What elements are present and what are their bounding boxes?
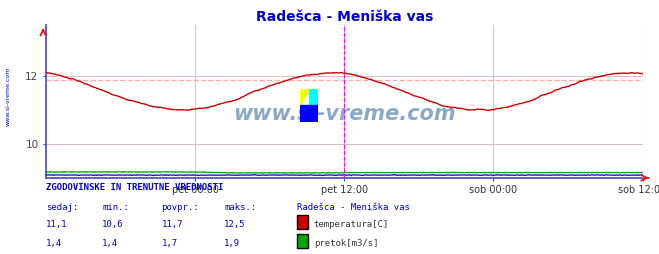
Text: sedaj:: sedaj: xyxy=(46,202,78,212)
Text: 11,1: 11,1 xyxy=(46,220,68,229)
Text: pretok[m3/s]: pretok[m3/s] xyxy=(314,239,378,248)
Text: 1,4: 1,4 xyxy=(102,239,118,248)
Text: 12,5: 12,5 xyxy=(224,220,246,229)
Text: 10,6: 10,6 xyxy=(102,220,124,229)
Title: Radešca - Meniška vas: Radešca - Meniška vas xyxy=(256,10,433,24)
Text: ZGODOVINSKE IN TRENUTNE VREDNOSTI: ZGODOVINSKE IN TRENUTNE VREDNOSTI xyxy=(46,183,223,193)
Polygon shape xyxy=(300,105,318,122)
Text: maks.:: maks.: xyxy=(224,202,256,212)
Text: 1,7: 1,7 xyxy=(161,239,177,248)
Text: min.:: min.: xyxy=(102,202,129,212)
Text: temperatura[C]: temperatura[C] xyxy=(314,220,389,229)
Text: povpr.:: povpr.: xyxy=(161,202,199,212)
Text: www.si-vreme.com: www.si-vreme.com xyxy=(6,67,11,126)
Text: www.si-vreme.com: www.si-vreme.com xyxy=(233,104,455,124)
Text: 1,4: 1,4 xyxy=(46,239,62,248)
Polygon shape xyxy=(300,89,309,105)
Polygon shape xyxy=(309,89,318,105)
Text: Radešca - Meniška vas: Radešca - Meniška vas xyxy=(297,202,409,212)
Text: 1,9: 1,9 xyxy=(224,239,240,248)
Text: 11,7: 11,7 xyxy=(161,220,183,229)
